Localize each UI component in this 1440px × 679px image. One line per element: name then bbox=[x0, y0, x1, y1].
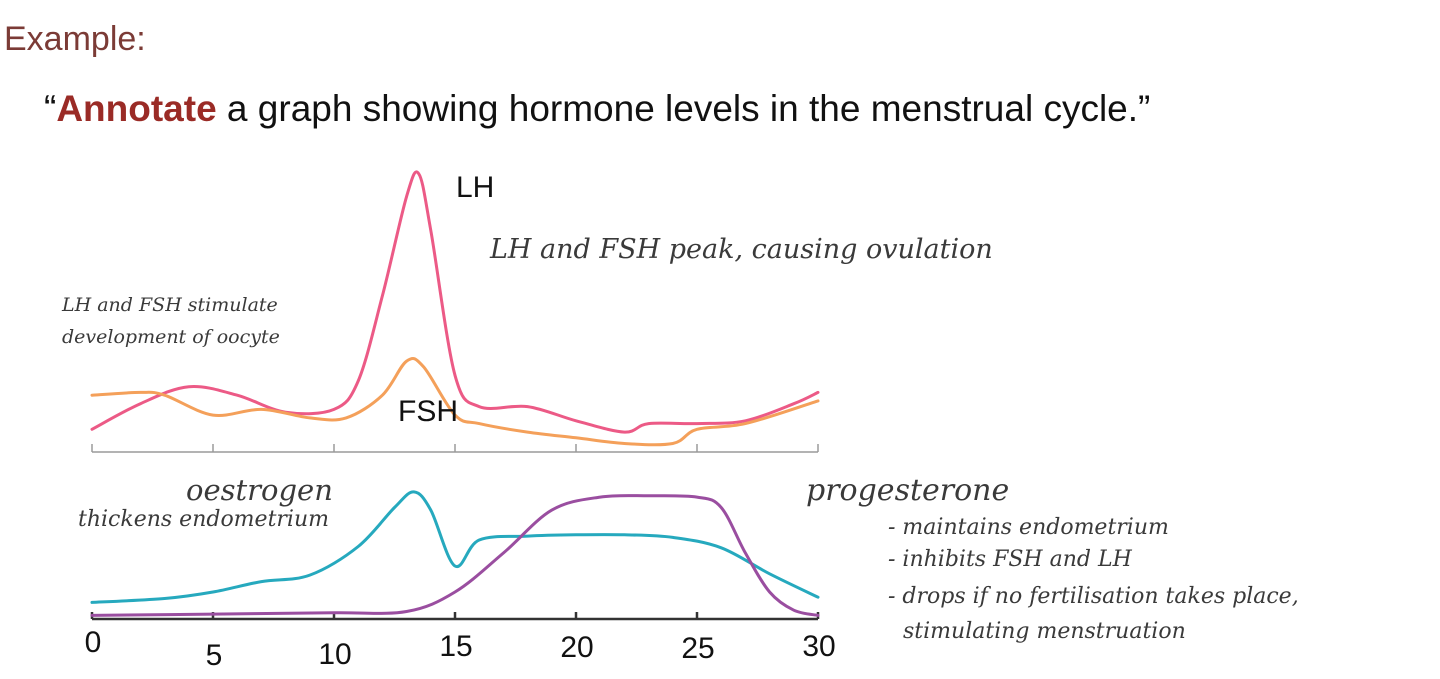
x-tick-label: 15 bbox=[439, 630, 472, 663]
x-tick-label: 5 bbox=[206, 639, 223, 672]
peak-annotation: LH and FSH peak, causing ovulation bbox=[489, 234, 993, 265]
early-annotation-line2: development of oocyte bbox=[62, 326, 280, 348]
chart-axes bbox=[90, 444, 820, 621]
progesterone-label: progesterone bbox=[806, 473, 1009, 508]
lh-label: LH bbox=[456, 171, 494, 204]
prompt: “Annotate a graph showing hormone levels… bbox=[44, 88, 1150, 130]
x-tick-label: 0 bbox=[85, 626, 102, 659]
fsh-label: FSH bbox=[398, 395, 458, 428]
series-layer bbox=[90, 170, 820, 617]
series-line-oestrogen bbox=[90, 490, 820, 604]
progesterone-note-4: stimulating menstruation bbox=[903, 619, 1186, 644]
progesterone-note-3: - drops if no fertilisation takes place, bbox=[888, 584, 1299, 609]
oestrogen-annotation: thickens endometrium bbox=[78, 507, 329, 532]
x-tick-label: 25 bbox=[681, 632, 714, 665]
prompt-rest: a graph showing hormone levels in the me… bbox=[216, 88, 1151, 129]
prompt-keyword: Annotate bbox=[56, 88, 217, 129]
x-tick-label: 30 bbox=[802, 630, 835, 663]
series-line-fsh bbox=[90, 356, 820, 447]
open-quote: “ bbox=[44, 88, 57, 129]
x-tick-labels: 0 5 10 15 20 25 30 bbox=[85, 626, 836, 672]
progesterone-note-2: - inhibits FSH and LH bbox=[888, 547, 1133, 572]
progesterone-note-1: - maintains endometrium bbox=[888, 515, 1169, 540]
oestrogen-label: oestrogen bbox=[186, 473, 333, 507]
x-tick-label: 10 bbox=[318, 638, 351, 671]
x-tick-label: 20 bbox=[560, 631, 593, 664]
series-line-progesterone bbox=[90, 494, 820, 617]
heading: Example: bbox=[4, 20, 146, 58]
early-annotation-line1: LH and FSH stimulate bbox=[61, 294, 278, 316]
series-line-lh bbox=[90, 170, 820, 434]
